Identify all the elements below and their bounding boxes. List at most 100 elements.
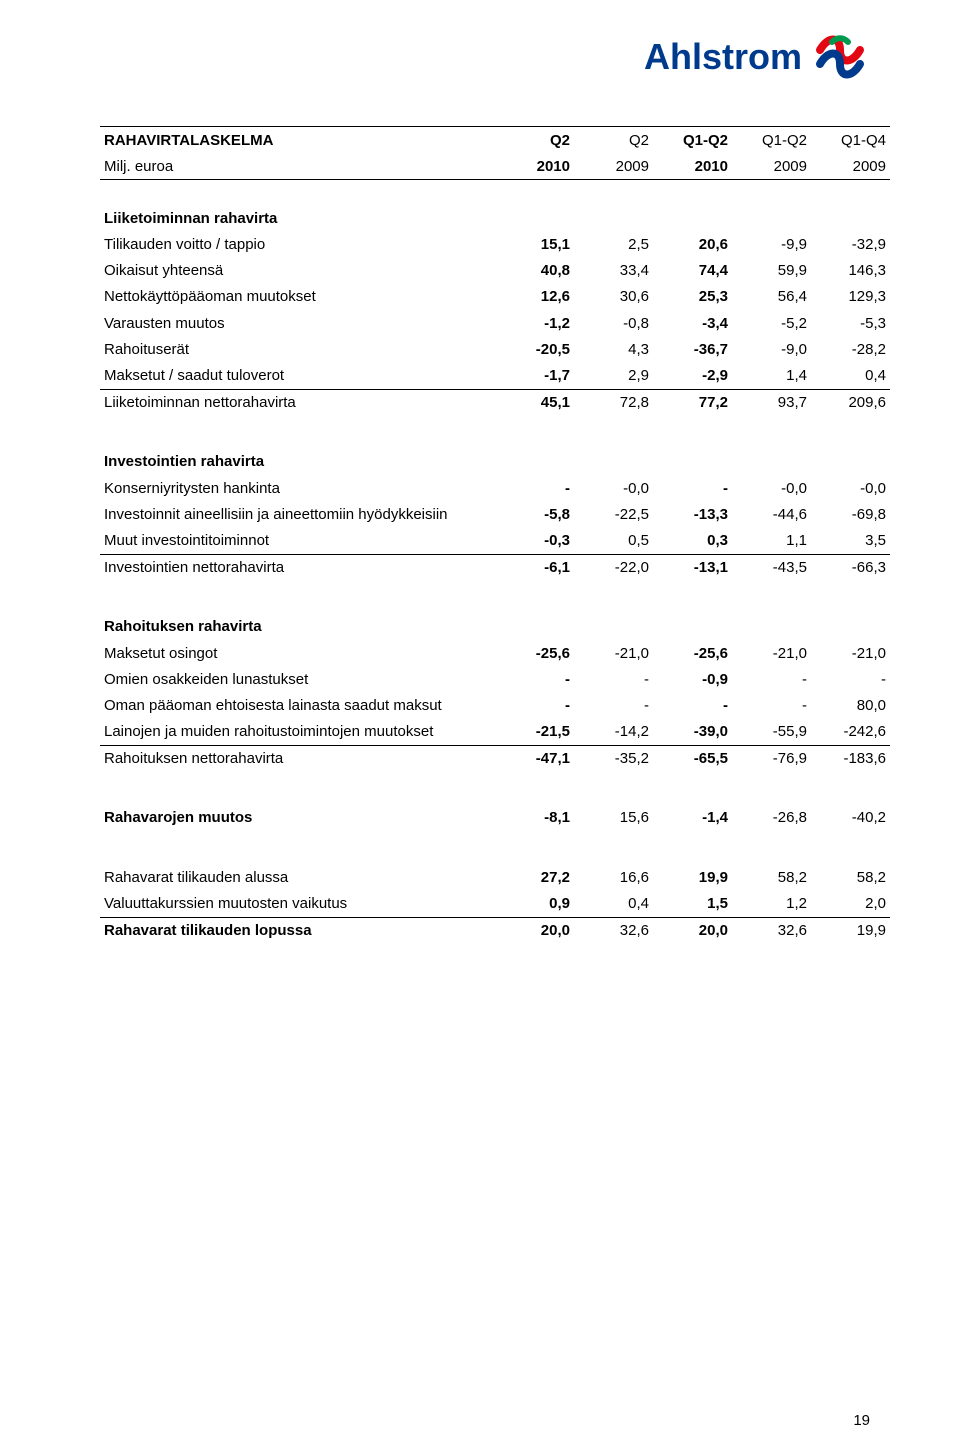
row-value: -35,2 [574,745,653,772]
e [495,614,574,640]
row-value: 33,4 [574,258,653,284]
row-value: 20,6 [653,232,732,258]
row-value: - [732,666,811,692]
row-value: 80,0 [811,692,890,718]
row-value: -21,0 [732,640,811,666]
row-label: Rahoituserät [100,336,495,362]
section-title: Rahoituksen rahavirta [100,614,495,640]
data-row: Lainojen ja muiden rahoitustoimintojen m… [100,719,890,746]
row-value: -21,0 [574,640,653,666]
section-title: Liiketoiminnan rahavirta [100,205,495,231]
row-value: -5,8 [495,501,574,527]
row-value: -5,3 [811,310,890,336]
table-row [100,416,890,449]
row-value: 19,9 [653,864,732,890]
data-row: Investoinnit aineellisiin ja aineettomii… [100,501,890,527]
col-q2-prev: Q2 [574,127,653,153]
row-value: -1,4 [653,805,732,831]
row-label: Valuuttakurssien muutosten vaikutus [100,890,495,917]
row-value: 3,5 [811,527,890,554]
e [732,205,811,231]
data-row: Nettokäyttöpääoman muutokset12,630,625,3… [100,284,890,310]
row-value: -5,2 [732,310,811,336]
col-q1q4-prev: Q1-Q4 [811,127,890,153]
row-label: Rahavarojen muutos [100,805,495,831]
row-value: 4,3 [574,336,653,362]
row-value: 25,3 [653,284,732,310]
row-value: -76,9 [732,745,811,772]
e [574,449,653,475]
section-header: Rahoituksen rahavirta [100,614,890,640]
row-value: -26,8 [732,805,811,831]
e [574,205,653,231]
e [574,614,653,640]
header-row-1: RAHAVIRTALASKELMAQ2Q2Q1-Q2Q1-Q2Q1-Q4 [100,127,890,153]
row-value: 2,9 [574,363,653,390]
data-row: Investointien nettorahavirta-6,1-22,0-13… [100,554,890,581]
row-value: -44,6 [732,501,811,527]
brand-wordmark: Ahlstrom [644,36,802,78]
data-row: Maksetut osingot-25,6-21,0-25,6-21,0-21,… [100,640,890,666]
row-value: -25,6 [495,640,574,666]
data-row: Maksetut / saadut tuloverot-1,72,9-2,91,… [100,363,890,390]
row-value: 16,6 [574,864,653,890]
data-row: Rahoituserät-20,54,3-36,7-9,0-28,2 [100,336,890,362]
row-value: -22,5 [574,501,653,527]
year-4: 2009 [732,153,811,180]
row-value: - [495,666,574,692]
row-value: -2,9 [653,363,732,390]
row-value: 129,3 [811,284,890,310]
row-value: -0,0 [574,475,653,501]
row-value: - [653,475,732,501]
row-value: -3,4 [653,310,732,336]
data-row: Oikaisut yhteensä40,833,474,459,9146,3 [100,258,890,284]
row-value: -28,2 [811,336,890,362]
row-label: Investointien nettorahavirta [100,554,495,581]
row-value: -32,9 [811,232,890,258]
row-value: 0,5 [574,527,653,554]
row-value: 32,6 [574,917,653,944]
col-q2-cur: Q2 [495,127,574,153]
row-label: Liiketoiminnan nettorahavirta [100,389,495,416]
row-value: 1,4 [732,363,811,390]
row-value: 59,9 [732,258,811,284]
row-value: -25,6 [653,640,732,666]
row-label: Varausten muutos [100,310,495,336]
row-value: 40,8 [495,258,574,284]
section-header: Liiketoiminnan rahavirta [100,205,890,231]
row-value: -183,6 [811,745,890,772]
row-value: - [732,692,811,718]
row-value: -0,0 [732,475,811,501]
row-value: -9,9 [732,232,811,258]
table-row [100,831,890,864]
row-value: 27,2 [495,864,574,890]
row-value: 1,1 [732,527,811,554]
row-value: -0,0 [811,475,890,501]
e [495,449,574,475]
e [811,449,890,475]
row-value: -13,1 [653,554,732,581]
row-value: - [811,666,890,692]
row-value: 209,6 [811,389,890,416]
row-label: Maksetut osingot [100,640,495,666]
table-row [100,772,890,805]
row-value: 0,3 [653,527,732,554]
row-value: 20,0 [653,917,732,944]
data-row: Rahavarat tilikauden lopussa20,032,620,0… [100,917,890,944]
section-header: Investointien rahavirta [100,449,890,475]
e [811,205,890,231]
data-row: Oman pääoman ehtoisesta lainasta saadut … [100,692,890,718]
row-value: -14,2 [574,719,653,746]
row-value: 2,0 [811,890,890,917]
brand-logo: Ahlstrom [644,30,870,84]
row-value: -21,5 [495,719,574,746]
header-row-2: Milj. euroa20102009201020092009 [100,153,890,180]
data-row: Rahoituksen nettorahavirta-47,1-35,2-65,… [100,745,890,772]
table-row [100,581,890,614]
section-title: Investointien rahavirta [100,449,495,475]
data-row: Rahavarat tilikauden alussa27,216,619,95… [100,864,890,890]
row-value: - [495,692,574,718]
row-value: 146,3 [811,258,890,284]
table-subtitle: Milj. euroa [100,153,495,180]
row-label: Konserniyritysten hankinta [100,475,495,501]
